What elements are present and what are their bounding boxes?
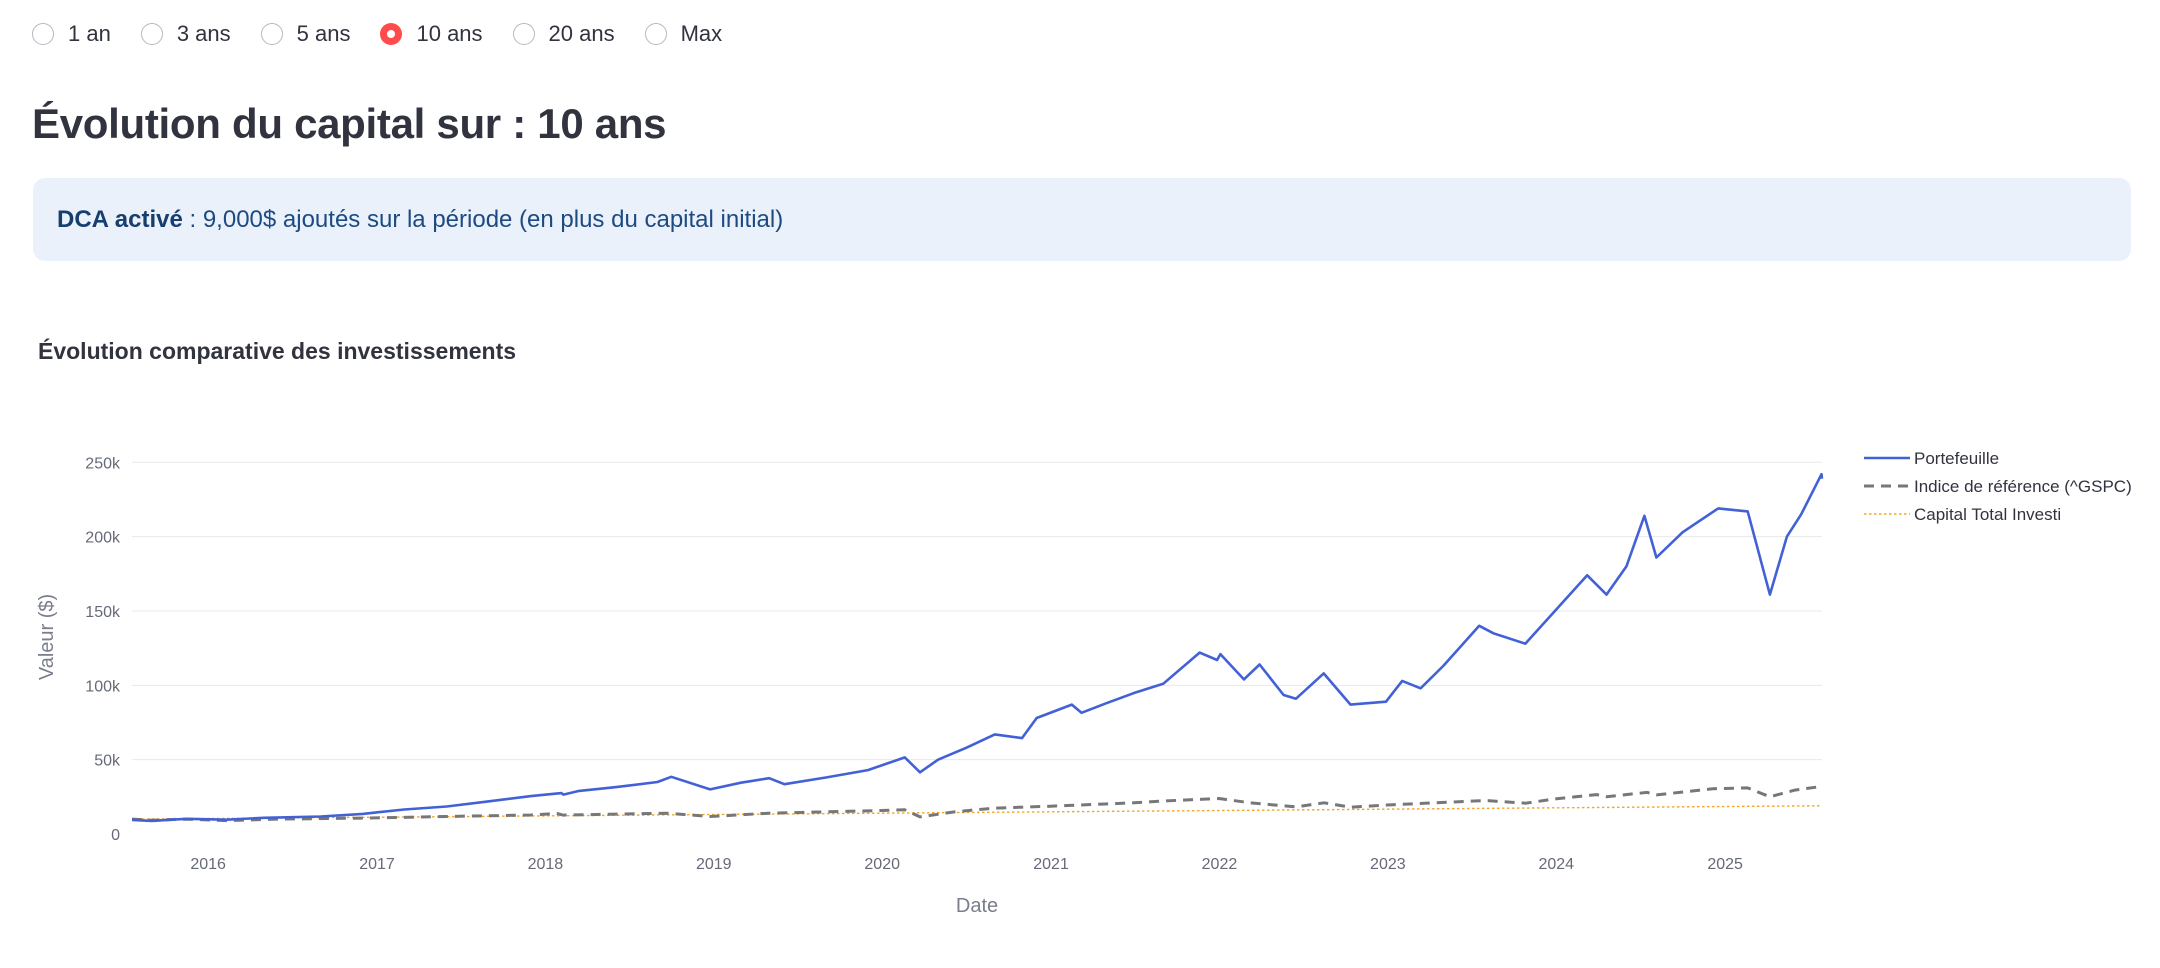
chart-container: Évolution comparative des investissement… bbox=[0, 320, 2160, 960]
radio-circle-icon[interactable] bbox=[32, 23, 54, 45]
x-axis-title: Date bbox=[956, 895, 998, 917]
period-option-4[interactable]: 20 ans bbox=[512, 21, 615, 47]
period-option-label: 1 an bbox=[68, 21, 111, 46]
y-tick-label: 0 bbox=[111, 827, 120, 844]
dca-info-box: DCA activé : 9,000$ ajoutés sur la pério… bbox=[33, 178, 2131, 261]
series-line-dot bbox=[131, 805, 1822, 820]
period-option-label: Max bbox=[680, 21, 723, 46]
legend-label: Capital Total Investi bbox=[1914, 505, 2061, 524]
y-axis-title: Valeur ($) bbox=[36, 594, 58, 680]
period-option-0[interactable]: 1 an bbox=[32, 21, 111, 47]
x-tick-label: 2025 bbox=[1707, 856, 1743, 873]
radio-circle-icon[interactable] bbox=[140, 23, 163, 45]
legend-label: Indice de référence (^GSPC) bbox=[1914, 477, 2132, 496]
page-title: Évolution du capital sur : 10 ans bbox=[32, 100, 667, 147]
y-tick-label: 250k bbox=[85, 455, 121, 472]
x-tick-label: 2018 bbox=[528, 856, 564, 873]
series-line-dash bbox=[131, 784, 1823, 823]
x-tick-label: 2016 bbox=[190, 856, 226, 873]
period-option-label: 20 ans bbox=[548, 21, 615, 46]
y-tick-label: 100k bbox=[85, 678, 121, 695]
period-option-2[interactable]: 5 ans bbox=[260, 21, 351, 47]
radio-circle-icon[interactable] bbox=[380, 23, 403, 45]
radio-circle-icon[interactable] bbox=[260, 23, 283, 45]
radio-circle-icon[interactable] bbox=[512, 23, 535, 45]
period-option-1[interactable]: 3 ans bbox=[140, 21, 231, 47]
period-option-label: 5 ans bbox=[296, 21, 351, 46]
x-tick-label: 2023 bbox=[1370, 856, 1406, 873]
x-tick-label: 2019 bbox=[696, 856, 732, 873]
y-tick-label: 150k bbox=[85, 604, 121, 621]
x-tick-label: 2020 bbox=[864, 856, 900, 873]
dca-info-text: : 9,000$ ajoutés sur la période (en plus… bbox=[182, 205, 784, 233]
period-option-3[interactable]: 10 ans bbox=[380, 21, 483, 47]
radio-circle-icon[interactable] bbox=[644, 23, 667, 45]
x-tick-label: 2022 bbox=[1202, 856, 1238, 873]
y-tick-label: 50k bbox=[94, 753, 121, 770]
line-chart[interactable]: 0 50k 100k 150k 200k 250k 2016 2017 2018 2019 2020… bbox=[0, 320, 2160, 960]
legend-label: Portefeuille bbox=[1914, 449, 1999, 468]
series-line-solid bbox=[131, 472, 1824, 823]
period-option-label: 10 ans bbox=[416, 21, 483, 46]
period-option-label: 3 ans bbox=[176, 21, 231, 46]
period-selector: 1 an 3 ans 5 ans 10 ans 20 ans Max bbox=[32, 14, 752, 54]
x-tick-label: 2017 bbox=[359, 856, 395, 873]
dca-info-bold: DCA activé bbox=[57, 205, 183, 233]
x-tick-label: 2021 bbox=[1033, 856, 1069, 873]
y-tick-label: 200k bbox=[85, 530, 121, 547]
period-option-5[interactable]: Max bbox=[644, 21, 723, 47]
x-tick-label: 2024 bbox=[1538, 856, 1574, 873]
chart-title: Évolution comparative des investissement… bbox=[38, 338, 517, 364]
